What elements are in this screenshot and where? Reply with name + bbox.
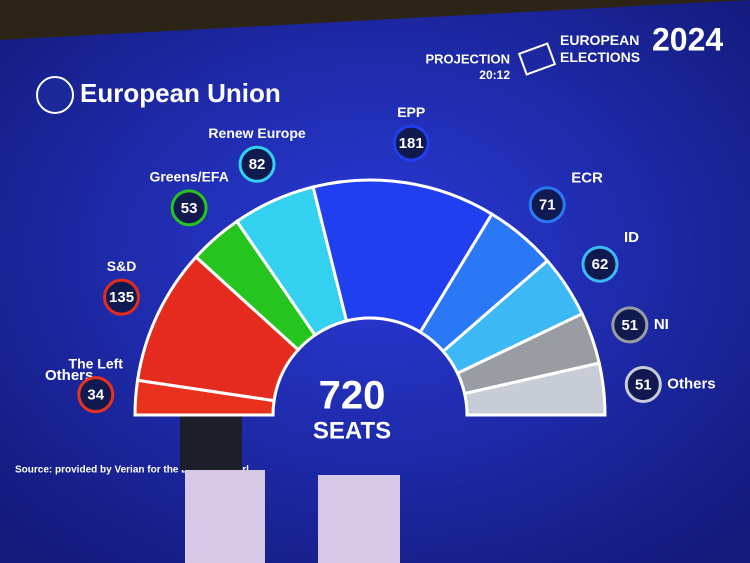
party-label: The Left xyxy=(69,355,124,371)
value-label: 51 xyxy=(621,317,638,334)
header-label: PROJECTION xyxy=(425,51,510,66)
podium xyxy=(318,475,400,563)
value-label: 82 xyxy=(249,156,266,173)
value-label: 135 xyxy=(109,289,134,306)
speaker xyxy=(180,410,242,470)
source: Source: provided by Verian for the Europ… xyxy=(15,465,249,476)
header-title-box: EUROPEAN ELECTIONS xyxy=(560,32,641,65)
header-title: EUROPEAN ELECTIONS xyxy=(560,32,641,65)
value-badge xyxy=(581,245,619,283)
value-label: 34 xyxy=(87,387,104,404)
party-label: ECR xyxy=(571,170,603,187)
value-badge xyxy=(77,376,115,414)
party-label: Renew Europe xyxy=(208,125,305,141)
party-label: ID xyxy=(624,229,639,246)
value-badge xyxy=(170,189,208,227)
annotation: Others xyxy=(45,367,93,384)
value-label: 51 xyxy=(635,376,652,393)
party-label: EPP xyxy=(397,104,425,120)
ballot-icon xyxy=(517,42,557,76)
seat-segment xyxy=(462,361,607,417)
value-badge xyxy=(103,278,141,316)
value-badge xyxy=(528,186,566,224)
header-time: 20:12 xyxy=(479,68,510,82)
value-label: 53 xyxy=(181,200,198,217)
party-label: NI xyxy=(654,316,669,333)
header-year: 2024 xyxy=(652,21,723,57)
total: 720 xyxy=(319,374,386,418)
value-badge xyxy=(611,306,649,344)
podium xyxy=(185,470,265,563)
eu-logo xyxy=(36,76,74,114)
value-label: 181 xyxy=(399,135,424,152)
value-badge xyxy=(238,145,276,183)
total-label: SEATS xyxy=(313,417,391,444)
value-badge xyxy=(392,124,430,162)
title: European Union xyxy=(80,78,281,108)
party-label: Others xyxy=(667,375,715,392)
value-label: 71 xyxy=(539,197,556,214)
party-label: S&D xyxy=(107,258,137,274)
seat-segment xyxy=(311,178,494,335)
value-badge xyxy=(624,365,662,403)
party-label: Greens/EFA xyxy=(149,169,228,185)
value-label: 62 xyxy=(592,256,609,273)
